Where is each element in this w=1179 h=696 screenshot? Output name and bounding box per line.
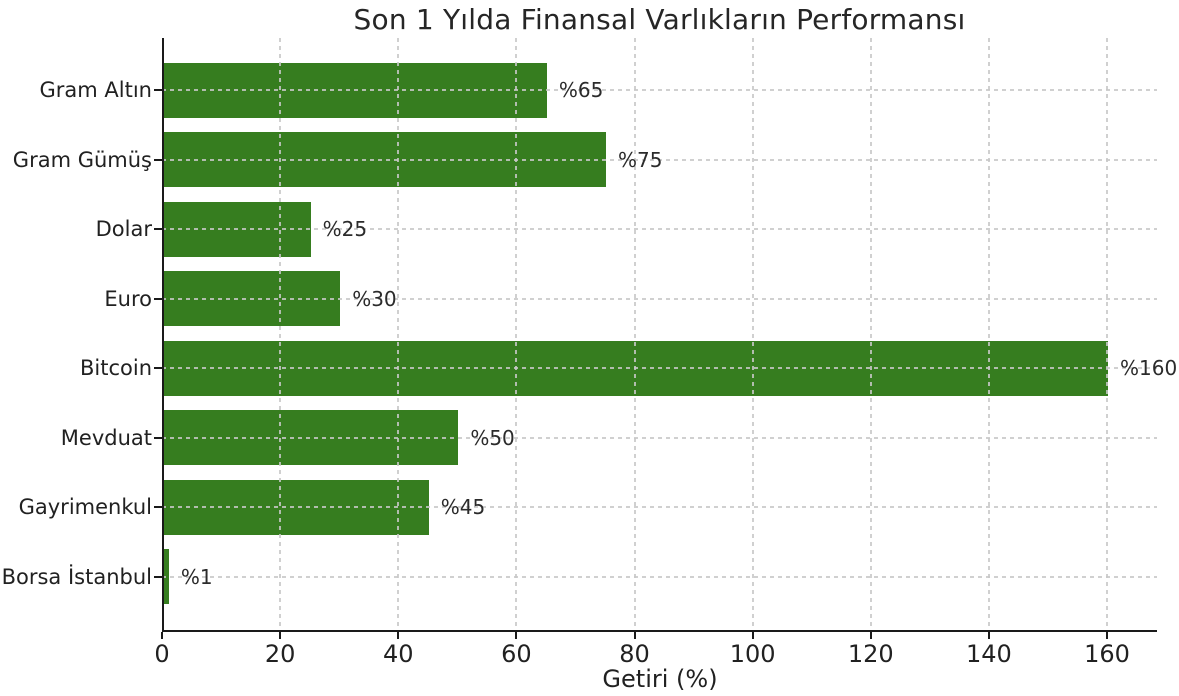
x-tick-mark [515, 632, 518, 639]
x-tick-label: 160 [1084, 640, 1130, 668]
y-gridline [162, 158, 1157, 161]
bar-value-label: %75 [617, 147, 663, 172]
y-tick-label: Dolar [95, 217, 152, 241]
x-tick-mark [987, 632, 990, 639]
bar-value-label: %45 [440, 495, 486, 519]
x-tick-mark [869, 632, 872, 639]
plot-area: %65 %75 %25 %30 %160 %50 %45 %1 [154, 38, 1177, 639]
y-gridline [162, 367, 1157, 369]
x-gridline [987, 38, 990, 632]
y-gridline [162, 297, 1157, 300]
y-tick-label: Mevduat [60, 425, 152, 450]
y-tick-mark [154, 158, 162, 161]
y-tick-mark [154, 89, 162, 91]
x-gridline [279, 38, 282, 632]
x-gridline [869, 38, 872, 632]
y-tick-mark [154, 436, 162, 439]
y-tick-mark [154, 506, 162, 508]
x-tick-mark [1106, 632, 1108, 639]
bar-value-label: %25 [322, 217, 368, 241]
bar-value-label: %1 [180, 564, 213, 589]
y-tick-label: Gayrimenkul [18, 495, 152, 519]
x-gridline [1106, 38, 1108, 632]
y-gridline [162, 89, 1157, 91]
x-axis-line [162, 630, 1157, 632]
chart-title: Son 1 Yılda Finansal Varlıkların Perform… [353, 3, 966, 36]
x-tick-mark [279, 632, 282, 639]
y-gridline [162, 506, 1157, 508]
y-tick-label: Borsa İstanbul [1, 564, 152, 589]
x-tick-label: 20 [264, 640, 296, 668]
x-tick-mark [751, 632, 754, 639]
bar-value-label: %30 [352, 286, 397, 311]
x-tick-label: 120 [847, 640, 894, 668]
x-gridline [397, 38, 400, 632]
y-tick-label: Gram Altın [39, 78, 153, 102]
x-tick-mark [633, 632, 636, 639]
x-gridline [751, 38, 754, 632]
y-tick-mark [154, 575, 162, 578]
x-tick-label: 40 [382, 640, 414, 668]
x-axis-title: Getiri (%) [602, 665, 718, 693]
bar-value-label: %160 [1120, 356, 1178, 380]
y-gridline [162, 436, 1157, 439]
y-axis-line [162, 38, 164, 632]
y-tick-label: Gram Gümüş [12, 147, 152, 172]
x-tick-label: 100 [729, 640, 776, 668]
y-tick-mark [154, 367, 162, 369]
y-gridline [162, 575, 1157, 578]
bar-value-label: %50 [470, 425, 515, 450]
x-tick-label: 0 [154, 640, 170, 668]
x-tick-label: 80 [619, 640, 650, 668]
y-gridline [162, 228, 1157, 230]
x-gridline [515, 38, 518, 632]
x-tick-mark [397, 632, 400, 639]
y-tick-mark [154, 228, 162, 230]
bar-value-label: %65 [558, 78, 604, 102]
x-tick-label: 60 [501, 640, 532, 668]
y-tick-mark [154, 297, 162, 300]
x-tick-label: 140 [965, 640, 1012, 668]
y-tick-label: Bitcoin [79, 356, 152, 380]
x-tick-mark [161, 632, 163, 639]
x-gridline [633, 38, 636, 632]
y-tick-label: Euro [104, 286, 152, 311]
